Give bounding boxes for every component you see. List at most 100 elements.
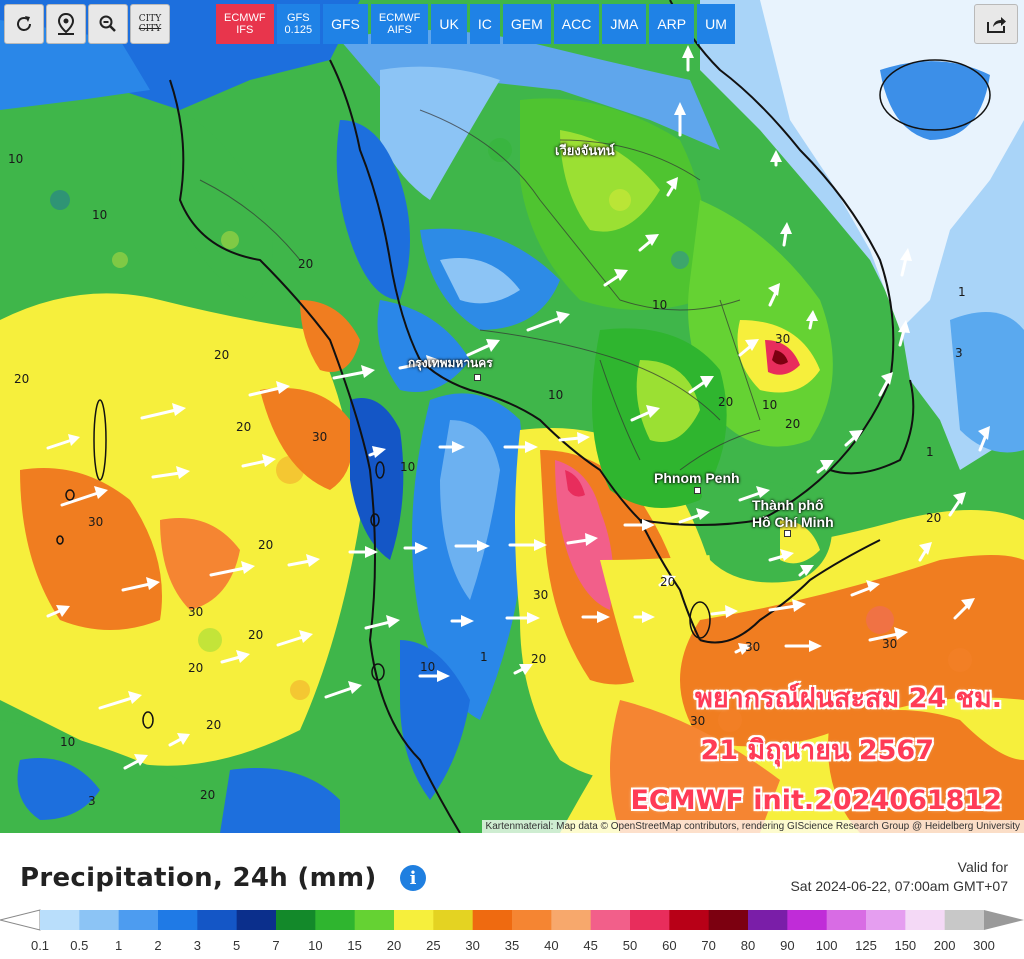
scale-tick-label: 7 (272, 938, 280, 953)
contour-label: 20 (298, 257, 314, 271)
model-button-gfs-0-125[interactable]: GFS 0.125 (276, 4, 321, 44)
refresh-button[interactable] (4, 4, 44, 44)
scale-swatch (472, 910, 513, 930)
scale-tick-label: 80 (740, 938, 756, 953)
contour-label: 20 (206, 718, 222, 732)
scale-tick-label: 5 (233, 938, 241, 953)
scale-swatch (118, 910, 159, 930)
zoom-out-button[interactable] (88, 4, 128, 44)
model-name: ECMWF (378, 12, 421, 24)
city-labels-toggle[interactable]: CITY CITY (130, 4, 170, 44)
scale-swatch (630, 910, 670, 930)
scale-tick-label: 3 (193, 938, 201, 953)
scale-tick-label: 2 (154, 938, 162, 953)
model-button-um[interactable]: UM (697, 4, 735, 44)
forecast-caption-line2: 21 มิถุนายน 2567 (700, 735, 934, 766)
scale-swatch (236, 910, 277, 930)
scale-swatch (748, 910, 788, 930)
model-name: JMA (610, 16, 639, 32)
scale-swatch (551, 910, 592, 930)
scale-swatch (669, 910, 710, 930)
model-button-acc[interactable]: ACC (553, 4, 600, 44)
refresh-icon (17, 16, 31, 31)
city-marker-bangkok (474, 374, 481, 381)
scale-tick-label: 10 (308, 938, 323, 953)
contour-label: 1 (480, 650, 488, 664)
city-label-phnom-penh: Phnom Penh (654, 470, 740, 486)
scale-swatch (40, 910, 80, 930)
model-button-ic[interactable]: IC (469, 4, 500, 44)
color-scale-labels: 0.1 0.5 1 2 3 5 7 10 15 20 25 30 35 40 45 50 60 70 80 90 100… (0, 938, 1024, 956)
scale-tick-label: 1 (115, 938, 123, 953)
contour-label: 20 (200, 788, 216, 802)
scale-tick-label: 35 (504, 938, 520, 953)
city-label-vientiane: เวียงจันทน์ (555, 143, 615, 158)
model-name: ECMWF (224, 12, 266, 24)
model-button-gem[interactable]: GEM (502, 4, 551, 44)
contour-label: 30 (312, 430, 328, 444)
model-button-arp[interactable]: ARP (649, 4, 695, 44)
contour-label: 10 (8, 152, 24, 166)
scale-swatch (394, 910, 434, 930)
map-attribution[interactable]: Kartenmaterial: Map data © OpenStreetMap… (481, 820, 1024, 833)
precipitation-map[interactable]: 10 10 20 20 20 30 20 10 10 30 20 20 30 2… (0, 0, 1024, 833)
city-label-hcmc-line2: Hồ Chí Minh (752, 514, 834, 530)
model-button-ecmwf-ifs[interactable]: ECMWF IFS (216, 4, 274, 44)
scale-tick-label: 100 (815, 938, 838, 953)
forecast-caption-line3: ECMWF init.2024061812 (630, 785, 1002, 816)
model-name: GEM (510, 16, 543, 32)
contour-label: 20 (214, 348, 230, 362)
city-marker-hcmc (784, 530, 791, 537)
contour-label: 1 (958, 285, 966, 299)
scale-tick-label: 25 (426, 938, 441, 953)
model-variant: AIFS (387, 24, 412, 36)
share-icon (987, 17, 1006, 33)
model-button-uk[interactable]: UK (431, 4, 467, 44)
contour-label: 10 (420, 660, 436, 674)
valid-date: Sat 2024-06-22, 07:00am GMT+07 (790, 878, 1008, 894)
scale-tick-label: 70 (701, 938, 716, 953)
scale-swatch (708, 910, 749, 930)
contour-label: 10 (762, 398, 778, 412)
model-button-jma[interactable]: JMA (602, 4, 647, 44)
share-button[interactable] (974, 4, 1018, 44)
model-name: UK (439, 16, 459, 32)
scale-tick-label: 150 (894, 938, 917, 953)
contour-label: 20 (14, 372, 30, 386)
contour-label: 20 (926, 511, 942, 525)
model-name: UM (705, 16, 727, 32)
location-button[interactable] (46, 4, 86, 44)
color-scale (0, 909, 1024, 931)
info-icon[interactable]: i (400, 865, 426, 891)
model-variant: IFS (236, 24, 254, 36)
scale-tick-label: 300 (973, 938, 995, 953)
model-name: GFS (287, 12, 310, 24)
scale-tick-label: 15 (347, 938, 362, 953)
scale-tick-label: 60 (662, 938, 677, 953)
city-toggle-label-strike: CITY (138, 24, 162, 34)
city-label-hcmc-line1: Thành phố (752, 497, 824, 513)
contour-label: 30 (88, 515, 104, 529)
scale-max-arrow (984, 910, 1024, 930)
scale-tick-label: 0.1 (30, 938, 50, 953)
contour-label: 10 (60, 735, 76, 749)
scale-tick-label: 0.5 (70, 938, 89, 953)
scale-swatch (433, 910, 474, 930)
model-button-ecmwf-aifs[interactable]: ECMWF AIFS (370, 4, 429, 44)
scale-tick-label: 90 (780, 938, 795, 953)
contour-label: 10 (548, 388, 564, 402)
model-button-gfs[interactable]: GFS (323, 4, 368, 44)
scale-tick-label: 20 (386, 938, 402, 953)
scale-swatch (315, 910, 356, 930)
scale-tick-label: 30 (465, 938, 480, 953)
scale-swatch (354, 910, 395, 930)
contour-label: 20 (258, 538, 274, 552)
city-label-bangkok: กรุงเทพมหานคร (408, 356, 493, 370)
contour-label: 10 (400, 460, 416, 474)
contour-label: 10 (92, 208, 108, 222)
valid-for-label: Valid for (957, 859, 1008, 875)
scale-swatch (787, 910, 828, 930)
model-variant: 0.125 (284, 24, 313, 36)
map-background (0, 0, 1024, 833)
